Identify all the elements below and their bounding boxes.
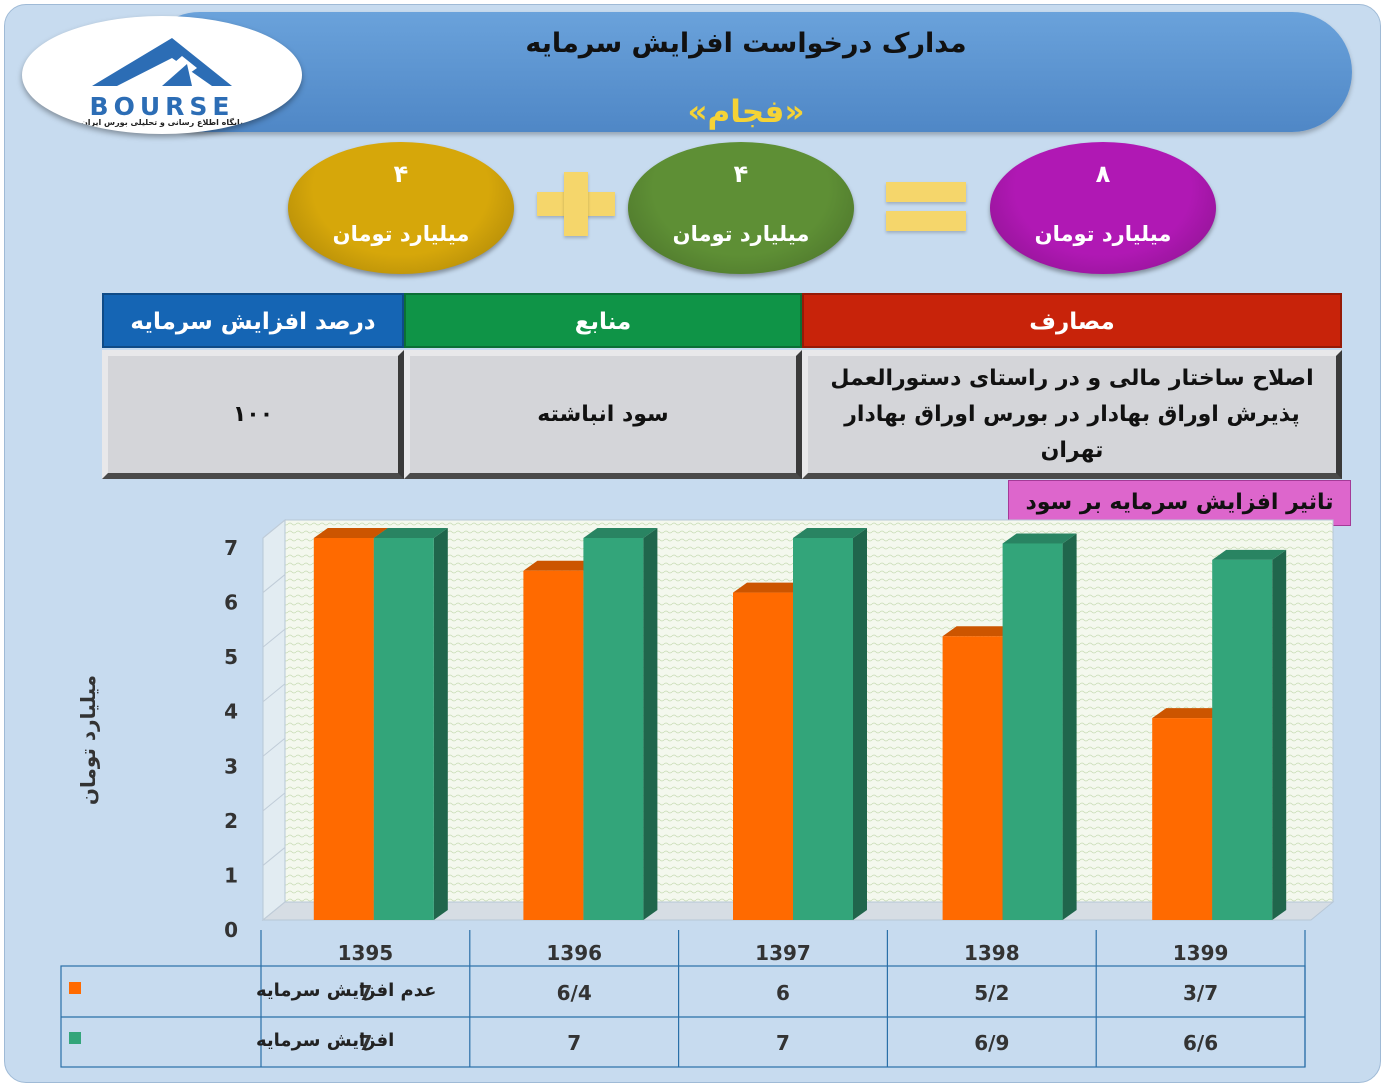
bar-top: [1152, 708, 1227, 719]
source-a-unit: میلیارد تومان: [672, 222, 810, 246]
bar-top: [793, 528, 867, 538]
data-label: 7: [358, 1031, 372, 1055]
percent-cell: ۱۰۰: [102, 350, 404, 479]
percent-value: ۱۰۰: [232, 402, 274, 427]
x-tick-label: 1397: [755, 941, 811, 965]
header-banner: مدارک درخواست افزایش سرمایه «فجام»: [140, 12, 1352, 132]
total-value: ۸: [1095, 160, 1111, 188]
source-a-value: ۴: [733, 160, 749, 188]
data-label: 3/7: [1183, 981, 1218, 1005]
company-symbol: «فجام»: [687, 94, 805, 130]
bar-top: [583, 528, 658, 538]
legend-entry: افزایش سرمایه: [256, 1030, 394, 1051]
header-sources: منابع: [404, 293, 802, 348]
bar-side: [433, 528, 448, 920]
logo-tagline: پایگاه اطلاع رسانی و تحلیلی بورس ایران: [80, 118, 244, 127]
bar-side: [643, 528, 658, 920]
bar-no-increase: [942, 636, 1003, 920]
y-gridline: [262, 737, 286, 757]
bourse-logo: BOURSE پایگاه اطلاع رسانی و تحلیلی بورس …: [22, 16, 302, 134]
x-tick-label: 1399: [1173, 941, 1229, 965]
uses-value: اصلاح ساختار مالی و در راستای دستورالعمل…: [830, 365, 1314, 463]
y-gridline: [262, 847, 286, 866]
x-tick-label: 1398: [964, 941, 1020, 965]
page-title: مدارک درخواست افزایش سرمایه: [525, 28, 967, 59]
y-tick-label: 0: [224, 918, 238, 942]
bar-no-increase: [313, 538, 374, 920]
y-tick-label: 7: [224, 536, 238, 560]
data-label: 7: [776, 1031, 790, 1055]
bar-increase: [373, 538, 434, 920]
y-tick-label: 1: [224, 863, 238, 887]
y-tick-label: 3: [224, 754, 238, 778]
y-tick-label: 5: [224, 645, 238, 669]
sources-cell: سود انباشته: [404, 350, 802, 479]
x-tick-label: 1396: [546, 941, 602, 965]
y-gridline: [262, 901, 286, 921]
bar-side: [1272, 549, 1287, 920]
bar-top: [942, 626, 1017, 637]
plus-icon-vertical: [564, 172, 588, 236]
bar-increase: [793, 538, 853, 920]
equals-icon-lower: [886, 211, 966, 231]
y-gridline: [262, 683, 286, 703]
bar-top: [313, 528, 388, 538]
source-a-ellipse: ۴ میلیارد تومان: [628, 142, 854, 274]
equals-icon: [886, 182, 966, 202]
logo-mark-icon: [92, 38, 232, 86]
header-percent: درصد افزایش سرمایه: [102, 293, 404, 348]
total-ellipse: ۸ میلیارد تومان: [990, 142, 1216, 274]
total-unit: میلیارد تومان: [1034, 222, 1172, 246]
logo-word: BOURSE: [89, 92, 235, 121]
bar-increase: [583, 538, 644, 920]
y-tick-label: 2: [224, 809, 238, 833]
source-b-ellipse: ۴ میلیارد تومان: [288, 142, 514, 274]
chart-side-wall: [262, 518, 286, 922]
bar-top: [1002, 533, 1077, 544]
bar-no-increase: [523, 570, 584, 920]
bar-side: [1062, 533, 1077, 920]
bar-top: [1212, 549, 1287, 560]
data-label: 6/9: [974, 1031, 1009, 1055]
y-gridline: [262, 519, 286, 539]
y-gridline: [262, 574, 286, 593]
bar-no-increase: [733, 592, 793, 920]
legend-swatch: [69, 982, 81, 994]
uses-cell: اصلاح ساختار مالی و در راستای دستورالعمل…: [802, 350, 1342, 479]
data-label: 7: [567, 1031, 581, 1055]
legend-swatch: [69, 1032, 81, 1044]
bar-increase: [1002, 543, 1063, 920]
chart-title: تاثیر افزایش سرمایه بر سود خالص: [1008, 480, 1351, 559]
y-gridline: [262, 792, 286, 812]
y-gridline: [262, 628, 286, 648]
bar-top: [373, 528, 448, 538]
bar-side: [853, 528, 867, 920]
sources-value: سود انباشته: [537, 402, 669, 427]
bar-increase: [1212, 559, 1273, 920]
capital-increase-table: درصد افزایش سرمایه منابع مصارف ۱۰۰ سود ا…: [102, 293, 1342, 481]
source-b-unit: میلیارد تومان: [332, 222, 470, 246]
data-label: 6/6: [1183, 1031, 1218, 1055]
data-label: 6/4: [557, 981, 592, 1005]
y-tick-label: 6: [224, 591, 238, 615]
data-label: 7: [358, 981, 372, 1005]
source-b-value: ۴: [393, 160, 409, 188]
data-label: 5/2: [974, 981, 1009, 1005]
y-tick-label: 4: [224, 700, 238, 724]
header-uses: مصارف: [802, 293, 1342, 348]
bar-top: [523, 560, 598, 571]
bar-no-increase: [1152, 718, 1213, 920]
data-label: 6: [776, 981, 790, 1005]
x-tick-label: 1395: [338, 941, 394, 965]
legend-entry: عدم افزایش سرمایه: [256, 980, 436, 1001]
bar-top: [733, 582, 807, 593]
